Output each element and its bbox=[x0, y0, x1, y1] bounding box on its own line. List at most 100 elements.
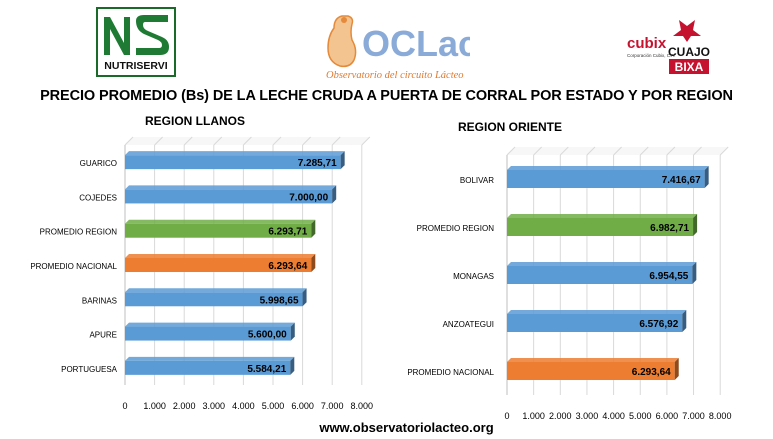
bar bbox=[507, 262, 697, 284]
x-tick-label: 1.000 bbox=[143, 401, 166, 411]
x-tick-label: 0 bbox=[122, 401, 127, 411]
bar-top-face bbox=[125, 185, 337, 190]
category-label: GUARICO bbox=[80, 159, 117, 168]
nutriservi-logo: NUTRISERVI bbox=[96, 7, 176, 77]
bar-front-face bbox=[125, 155, 341, 170]
bar-front-face bbox=[507, 362, 675, 380]
bar-end-face bbox=[674, 358, 679, 380]
chart-title: REGION ORIENTE bbox=[458, 120, 562, 134]
bar-value-label: 6.576,92 bbox=[639, 319, 678, 330]
gridline-depth bbox=[213, 136, 223, 146]
chart-region-oriente: REGION ORIENTE 0 1.000 2.000 3.000 4.000 5.000… bbox=[407, 120, 731, 421]
bar-value-label: 5.998,65 bbox=[260, 295, 299, 306]
cuajo-text: CUAJO bbox=[668, 45, 710, 59]
bar-value-label: 6.293,64 bbox=[268, 261, 307, 272]
bar-value-label: 5.600,00 bbox=[248, 330, 287, 341]
bar-end-face bbox=[290, 322, 295, 341]
bar-top-face bbox=[125, 219, 316, 224]
bar bbox=[507, 310, 687, 332]
nutriservi-text: NUTRISERVI bbox=[104, 60, 167, 72]
gridline-depth bbox=[331, 136, 341, 146]
gridline-depth bbox=[183, 136, 193, 146]
bar-front-face bbox=[125, 223, 312, 238]
bar-top-face bbox=[125, 254, 316, 258]
bar-value-label: 6.293,64 bbox=[632, 367, 671, 378]
bar-value-label: 7.416,67 bbox=[662, 175, 701, 186]
bar-top-face bbox=[507, 358, 679, 362]
x-tick-label: 7.000 bbox=[321, 401, 344, 411]
gridline-depth bbox=[154, 136, 163, 146]
bar-end-face bbox=[693, 214, 698, 236]
category-label: PROMEDIO NACIONAL bbox=[30, 262, 117, 271]
x-tick-label: 7.000 bbox=[682, 411, 705, 421]
bar-top-face bbox=[125, 322, 295, 327]
x-tick-label: 3.000 bbox=[203, 401, 226, 411]
bar-top-face bbox=[507, 214, 698, 218]
bar-front-face bbox=[507, 314, 683, 332]
bar bbox=[507, 166, 709, 188]
bar-end-face bbox=[692, 262, 697, 284]
bar-value-label: 7.000,00 bbox=[289, 192, 328, 203]
x-tick-label: 4.000 bbox=[602, 411, 625, 421]
milk-drop-icon bbox=[327, 15, 357, 68]
bar-top-face bbox=[125, 151, 345, 156]
category-label: PORTUGUESA bbox=[61, 365, 118, 374]
category-label: PROMEDIO REGION bbox=[417, 224, 495, 233]
category-label: BARINAS bbox=[82, 296, 117, 305]
bar-end-face bbox=[302, 288, 307, 307]
bar-end-face bbox=[311, 219, 316, 238]
bar-top-face bbox=[507, 262, 697, 266]
bar-top-face bbox=[125, 356, 295, 361]
bar-front-face bbox=[125, 326, 291, 341]
category-label: BOLIVAR bbox=[460, 176, 494, 185]
x-tick-label: 2.000 bbox=[173, 401, 196, 411]
x-tick-label: 2.000 bbox=[549, 411, 572, 421]
oclac-logo: OCLac Observatorio del circuito Lácteo bbox=[320, 10, 478, 82]
bar-front-face bbox=[125, 292, 303, 307]
bar-value-label: 6.293,71 bbox=[268, 227, 307, 238]
gridline-depth bbox=[124, 136, 134, 146]
gridline-depth bbox=[559, 146, 569, 156]
bar bbox=[125, 356, 295, 375]
cubix-logo: cubix Corporación Cubix, C.A. CUAJO BIXA bbox=[623, 16, 715, 76]
oclac-subtitle: Observatorio del circuito Lácteo bbox=[326, 70, 464, 81]
bar-end-face bbox=[290, 356, 295, 375]
bar-value-label: 6.954,55 bbox=[649, 271, 688, 282]
cubix-subtitle: Corporación Cubix, C.A. bbox=[627, 53, 676, 58]
x-tick-label: 5.000 bbox=[629, 411, 652, 421]
category-label: APURE bbox=[89, 331, 117, 340]
bar bbox=[125, 151, 345, 170]
bar-end-face bbox=[704, 166, 709, 188]
gridline-depth bbox=[693, 146, 702, 156]
bar-end-face bbox=[332, 185, 337, 204]
bar-value-label: 6.982,71 bbox=[650, 223, 689, 234]
category-label: MONAGAS bbox=[453, 272, 494, 281]
bar-end-face bbox=[340, 151, 345, 170]
cubix-text: cubix bbox=[627, 35, 667, 52]
gridline-depth bbox=[302, 136, 311, 146]
category-label: PROMEDIO NACIONAL bbox=[407, 368, 494, 377]
bar-top-face bbox=[125, 288, 307, 293]
gridline-depth bbox=[272, 136, 282, 146]
x-tick-label: 3.000 bbox=[576, 411, 599, 421]
chart-region-llanos: REGION LLANOS 0 1.000 2.000 3.000 4.000 5.000 6… bbox=[30, 114, 373, 411]
chart-title: REGION LLANOS bbox=[145, 114, 245, 128]
bar-end-face bbox=[311, 254, 316, 272]
crown-icon bbox=[673, 20, 701, 42]
bar bbox=[125, 288, 307, 307]
gridline-depth bbox=[719, 146, 729, 156]
gridline-depth bbox=[361, 136, 371, 146]
gridline-depth bbox=[613, 146, 622, 156]
bar-front-face bbox=[125, 189, 333, 204]
gridline-depth bbox=[666, 146, 676, 156]
bar-value-label: 5.584,21 bbox=[247, 364, 286, 375]
category-label: ANZOATEGUI bbox=[443, 320, 494, 329]
x-tick-label: 6.000 bbox=[656, 411, 679, 421]
bar bbox=[125, 185, 337, 204]
bar bbox=[125, 322, 295, 341]
x-tick-label: 5.000 bbox=[262, 401, 285, 411]
category-label: PROMEDIO REGION bbox=[40, 228, 118, 237]
bar-end-face bbox=[682, 310, 687, 332]
oclac-text: OCLac bbox=[362, 23, 470, 64]
